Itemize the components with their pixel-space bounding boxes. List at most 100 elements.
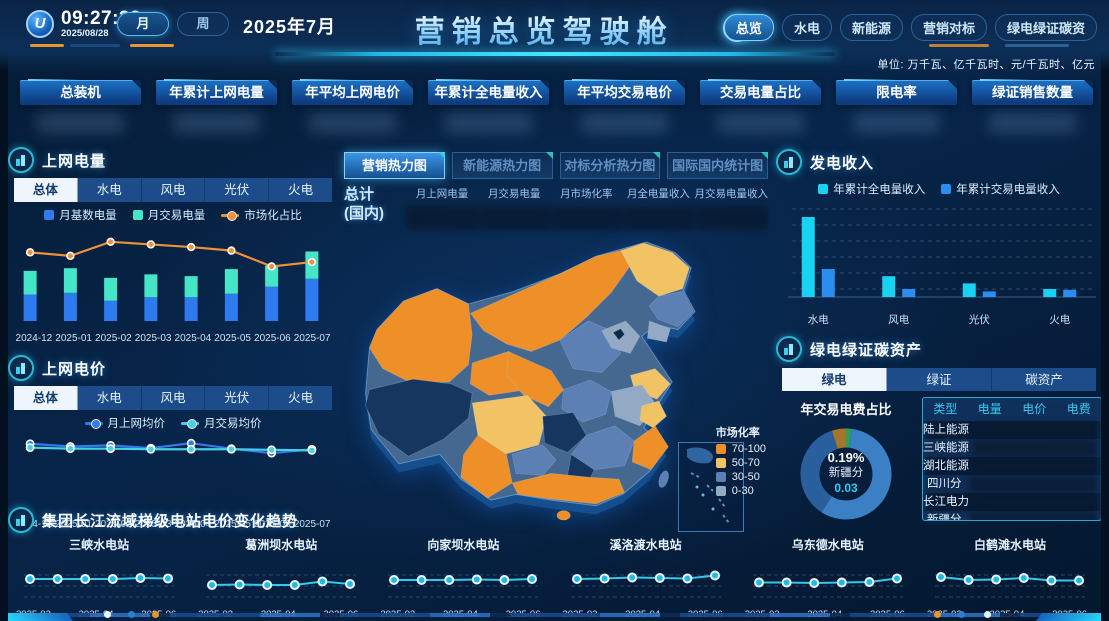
green-table-header: 类型 电量 电价 电费 <box>923 398 1101 421</box>
power-chart: 2024-12 2025-01 2025-02 2025-03 2025-04 2025-… <box>10 227 336 344</box>
kpi-annual-grid-energy[interactable]: 年累计上网电量 <box>156 79 277 133</box>
legend-swatch-blue <box>44 210 55 220</box>
power-legend: 月基数电量 月交易电量 市场化占比 <box>8 207 338 223</box>
footer-corner-decor <box>1036 613 1109 621</box>
power-tabs: 总体 水电 风电 光伏 火电 <box>14 178 332 202</box>
cell-values-blurred <box>973 441 1097 455</box>
app-logo-icon: U <box>26 9 54 38</box>
nav-item-hydro[interactable]: 水电 <box>781 14 832 41</box>
donut-chart: 0.19% 新疆分 0.03 <box>794 422 898 526</box>
kpi-value-blurred <box>852 113 941 133</box>
map-summary-row: 总计 (国内) 月上网电量 月交易电量 月市场化率 月全电量收入 月交易电量收入 <box>344 186 768 230</box>
footer-dot <box>128 611 135 618</box>
legend-swatch-teal <box>132 210 143 220</box>
table-row[interactable]: 湖北能源 <box>923 457 1101 475</box>
decor-dash <box>30 44 64 47</box>
income-x-labels: 水电 风电 光伏 火电 <box>807 314 1071 326</box>
total-domestic-label: 总计 (国内) <box>344 186 384 222</box>
period-month-button[interactable]: 月 <box>117 12 169 36</box>
donut-side: 年交易电费占比 0.19% 新疆分 0.03 <box>776 397 916 526</box>
map-tab-new-energy-heatmap[interactable]: 新能源热力图 <box>451 152 553 179</box>
map-tab-benchmark-heatmap[interactable]: 对标分析热力图 <box>559 152 661 179</box>
donut-svg <box>800 428 892 520</box>
map-legend: 市场化率 70-100 50-70 30-50 0-30 <box>715 424 766 499</box>
footer-dot <box>984 611 991 618</box>
power-tab-wind[interactable]: 风电 <box>142 178 206 202</box>
kpi-total-installed[interactable]: 总装机 <box>20 79 141 133</box>
price-tab-wind[interactable]: 风电 <box>142 386 206 410</box>
kpi-trade-ratio[interactable]: 交易电量占比 <box>700 79 821 133</box>
metric-value-blurred <box>478 206 551 230</box>
page-title: 营销总览驾驶舱 <box>415 7 674 51</box>
nav-item-overview[interactable]: 总览 <box>723 14 774 41</box>
metric-value-blurred <box>550 206 623 230</box>
kpi-avg-trade-price[interactable]: 年平均交易电价 <box>564 79 685 133</box>
power-tab-thermal[interactable]: 火电 <box>288 183 314 197</box>
kpi-value-blurred <box>580 113 669 133</box>
top-nav: 总览 水电 新能源 营销对标 绿电绿证碳资 <box>723 14 1097 41</box>
green-tabs: 绿电 绿证 碳资产 <box>782 368 1096 391</box>
power-chart-svg <box>23 237 319 321</box>
panel-icon <box>8 147 34 173</box>
panel-icon <box>8 507 34 533</box>
nav-item-new-energy[interactable]: 新能源 <box>839 14 903 41</box>
power-tab-overall[interactable]: 总体 <box>14 178 78 202</box>
price-chart: 2024-12 2025-01 2025-02 2025-03 2025-04 2025-… <box>10 435 336 530</box>
south-china-sea-inset <box>678 442 744 532</box>
metric-value-blurred <box>622 206 695 230</box>
legend-swatch <box>715 472 726 482</box>
green-tab-power[interactable]: 绿电 <box>782 368 887 391</box>
footer-dot <box>934 611 941 618</box>
china-map-area: 市场化率 70-100 50-70 30-50 0-30 <box>344 228 768 532</box>
footer-progress-bar <box>0 613 1109 617</box>
station-chart-svg <box>934 572 1085 598</box>
map-legend-title: 市场化率 <box>715 427 760 439</box>
nav-item-green-power[interactable]: 绿电绿证碳资 <box>994 14 1097 41</box>
right-column: 发电收入 年累计全电量收入 年累计交易电量收入 水电 风电 光伏 火电 绿电绿证碳资产 <box>776 148 1102 526</box>
table-row[interactable]: 三峡能源 <box>923 439 1101 457</box>
cell-values-blurred <box>969 513 1097 520</box>
panel-icon <box>8 355 34 381</box>
income-chart: 水电 风电 光伏 火电 <box>778 201 1100 327</box>
map-tab-intl-domestic-stats[interactable]: 国际国内统计图 <box>667 152 768 179</box>
power-tab-solar[interactable]: 光伏 <box>205 178 270 202</box>
map-tab-marketing-heatmap[interactable]: 营销热力图 <box>344 152 445 179</box>
green-tab-cert[interactable]: 绿证 <box>887 368 992 391</box>
price-tab-hydro[interactable]: 水电 <box>78 386 142 410</box>
kpi-value-blurred <box>444 113 533 133</box>
table-row[interactable]: 新疆分 <box>923 511 1101 520</box>
nav-item-marketing-benchmark[interactable]: 营销对标 <box>910 14 987 41</box>
kpi-green-cert-sales[interactable]: 绿证销售数量 <box>972 79 1093 133</box>
station-chart-svg <box>570 570 721 598</box>
footer-dot <box>958 611 965 618</box>
map-metrics: 月上网电量 月交易电量 月市场化率 月全电量收入 月交易电量收入 <box>406 186 768 230</box>
legend-swatch <box>715 458 726 468</box>
center-column: 营销热力图 新能源热力图 对标分析热力图 国际国内统计图 总计 (国内) 月上网… <box>344 152 768 532</box>
power-tab-hydro[interactable]: 水电 <box>78 178 142 202</box>
period-week-button[interactable]: 周 <box>177 12 229 36</box>
price-tab-solar[interactable]: 光伏 <box>205 386 270 410</box>
kpi-value-blurred <box>36 113 125 133</box>
panel-title: 绿电绿证碳资产 <box>810 341 923 359</box>
panel-cascade-stations: 集团长江流域梯级电站电价变化趋势 三峡水电站 2025-022025-04202… <box>8 506 1101 620</box>
price-tab-overall[interactable]: 总体 <box>14 386 78 410</box>
kpi-row: 总装机 年累计上网电量 年平均上网电价 年累计全电量收入 年平均交易电价 交易电… <box>20 79 1093 133</box>
inset-map <box>687 447 730 524</box>
cell-values-blurred <box>969 477 1097 491</box>
panel-title: 上网电价 <box>42 360 107 378</box>
kpi-annual-revenue[interactable]: 年累计全电量收入 <box>428 79 549 133</box>
price-x-labels: 2024-12 2025-01 2025-02 2025-03 2025-04 2025-… <box>15 519 331 530</box>
green-tab-carbon[interactable]: 碳资产 <box>1025 373 1063 387</box>
table-row[interactable]: 四川分 <box>923 475 1101 493</box>
decor-dash <box>70 44 120 47</box>
income-chart-svg <box>788 208 1096 298</box>
table-row[interactable]: 陆上能源 <box>923 421 1101 439</box>
kpi-avg-grid-price[interactable]: 年平均上网电价 <box>292 79 413 133</box>
china-choropleth-map[interactable] <box>356 234 756 530</box>
table-row[interactable]: 长江电力 <box>923 493 1101 511</box>
price-tab-thermal[interactable]: 火电 <box>288 391 314 405</box>
kpi-curtailment-rate[interactable]: 限电率 <box>836 79 957 133</box>
panel-title: 发电收入 <box>810 154 875 172</box>
footer-dot <box>104 611 111 618</box>
